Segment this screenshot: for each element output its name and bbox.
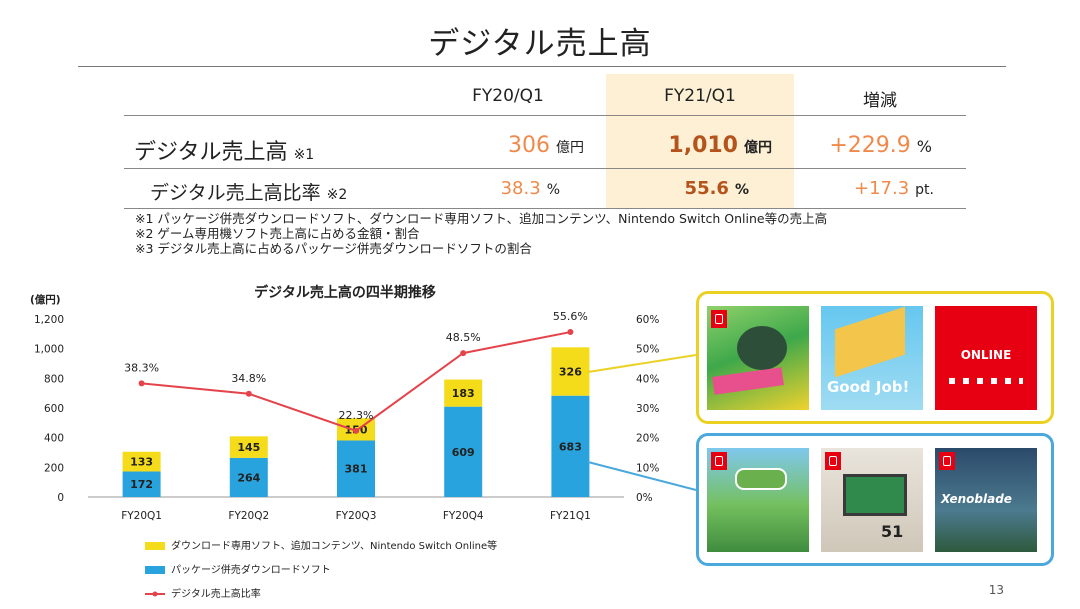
download-only-titles-box: Good Job! ONLINE xyxy=(696,291,1054,424)
y-tick-label: 0 xyxy=(57,492,64,504)
bar-download-only xyxy=(444,379,483,407)
page-title: デジタル売上高 xyxy=(428,26,652,62)
digital-ratio-label: 38.3% xyxy=(124,361,159,374)
digital-ratio-point xyxy=(353,427,359,434)
row-digital-ratio-change: +17.3 pt. xyxy=(854,178,934,199)
bar-label-package-download: 172 xyxy=(130,478,153,491)
page-number: 13 xyxy=(988,583,1004,597)
bar-label-package-download: 609 xyxy=(452,446,475,459)
legend-line-red xyxy=(145,590,165,598)
bar-download-only xyxy=(122,451,161,472)
digital-ratio-point xyxy=(138,380,145,387)
footnotes: ※1 パッケージ併売ダウンロードソフト、ダウンロード専用ソフト、追加コンテンツ、… xyxy=(135,211,827,256)
y2-tick-label: 10% xyxy=(636,462,659,474)
y2-tick-label: 0% xyxy=(636,492,653,504)
clubhouse-games-51-cover-icon: 51 xyxy=(821,448,923,552)
x-tick-label: FY21Q1 xyxy=(550,510,591,522)
x-tick-label: FY20Q3 xyxy=(336,510,377,522)
table-bottom-rule xyxy=(124,208,966,209)
header-change: 増減 xyxy=(863,91,897,111)
y-tick-label: 400 xyxy=(44,433,64,445)
bar-download-only xyxy=(551,347,590,396)
footnote-1: ※1 パッケージ併売ダウンロードソフト、ダウンロード専用ソフト、追加コンテンツ、… xyxy=(135,211,828,226)
bar-label-package-download: 264 xyxy=(237,471,260,484)
bar-label-download-only: 145 xyxy=(237,441,260,454)
row-digital-sales-fy20: 306 億円 xyxy=(508,133,584,158)
table-row-rule xyxy=(124,168,966,169)
digital-ratio-point xyxy=(245,390,252,397)
nintendo-switch-online-banner-icon: ONLINE xyxy=(935,306,1037,410)
digital-ratio-point xyxy=(567,329,574,336)
pokemon-mystery-dungeon-cover-icon xyxy=(707,306,809,410)
legend-swatch-yellow xyxy=(145,542,165,550)
row-digital-ratio-label: デジタル売上高比率 ※2 xyxy=(150,182,348,204)
y-tick-label: 600 xyxy=(44,403,64,415)
bar-package-download xyxy=(444,406,483,497)
y2-tick-label: 50% xyxy=(636,344,659,356)
bar-package-download xyxy=(122,471,161,497)
chart-title: デジタル売上高の四半期推移 xyxy=(254,285,436,301)
xenoblade-cover-icon: Xenoblade xyxy=(935,448,1037,552)
x-tick-label: FY20Q2 xyxy=(228,510,269,522)
y2-tick-label: 40% xyxy=(636,373,659,385)
legend-item-digital-ratio: デジタル売上高比率 xyxy=(145,585,261,600)
title-divider xyxy=(78,66,1006,67)
y2-tick-label: 60% xyxy=(636,314,659,326)
row-digital-ratio-fy20: 38.3% xyxy=(500,178,560,199)
fy21-column-highlight xyxy=(606,74,794,209)
y-tick-label: 800 xyxy=(44,373,64,385)
table-header-rule xyxy=(124,115,966,116)
bar-label-package-download: 683 xyxy=(559,440,582,453)
x-tick-label: FY20Q4 xyxy=(443,510,484,522)
header-fy20q1: FY20/Q1 xyxy=(472,86,544,106)
row-digital-sales-change: +229.9% xyxy=(829,133,932,158)
y-axis-label: (億円) xyxy=(30,293,61,306)
package-download-titles-box: 51 Xenoblade xyxy=(696,433,1054,566)
y-tick-label: 1,200 xyxy=(34,314,64,326)
y-tick-label: 1,000 xyxy=(34,344,64,356)
animal-crossing-cover-icon xyxy=(707,448,809,552)
bar-label-download-only: 183 xyxy=(452,387,475,400)
row-digital-sales-fy21: 1,010 億円 xyxy=(668,133,772,158)
bar-package-download xyxy=(229,457,268,497)
bar-label-download-only: 326 xyxy=(559,366,582,379)
bar-package-download xyxy=(551,395,590,497)
digital-ratio-label: 55.6% xyxy=(553,310,588,323)
bar-package-download xyxy=(337,440,375,497)
y2-tick-label: 20% xyxy=(636,433,659,445)
digital-ratio-point xyxy=(460,350,467,357)
legend-item-package-download: パッケージ併売ダウンロードソフト xyxy=(145,561,331,576)
digital-ratio-label: 34.8% xyxy=(231,372,266,385)
row-digital-ratio-fy21: 55.6% xyxy=(684,178,749,199)
good-job-cover-icon: Good Job! xyxy=(821,306,923,410)
row-digital-sales-label: デジタル売上高 ※1 xyxy=(134,140,315,165)
y2-tick-label: 30% xyxy=(636,403,659,415)
legend-swatch-blue xyxy=(145,566,165,574)
bar-label-download-only: 133 xyxy=(130,456,153,469)
y-tick-label: 200 xyxy=(44,462,64,474)
bar-download-only xyxy=(229,436,268,458)
legend-item-download-only: ダウンロード専用ソフト、追加コンテンツ、Nintendo Switch Onli… xyxy=(145,537,497,552)
footnote-3: ※3 デジタル売上高に占めるパッケージ併売ダウンロードソフトの割合 xyxy=(135,241,532,256)
bar-label-package-download: 381 xyxy=(345,463,368,476)
quarterly-digital-sales-chart: (億円) 0 200 400 600 800 1,000 1,200 0% 10% 20% 30% 40… xyxy=(30,293,659,522)
header-fy21q1: FY21/Q1 xyxy=(664,86,736,106)
footnote-2: ※2 ゲーム専用機ソフト売上高に占める金額・割合 xyxy=(135,226,420,241)
digital-ratio-label: 22.3% xyxy=(339,409,374,422)
x-tick-label: FY20Q1 xyxy=(121,510,162,522)
digital-ratio-label: 48.5% xyxy=(446,331,481,344)
